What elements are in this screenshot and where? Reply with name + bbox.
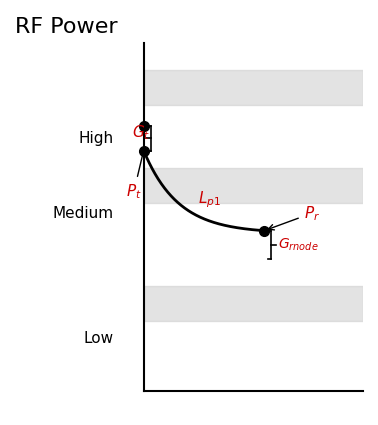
Text: $L_{p1}$: $L_{p1}$ xyxy=(198,189,222,210)
Bar xyxy=(144,71,363,105)
Bar xyxy=(144,286,363,321)
Text: Medium: Medium xyxy=(52,206,113,221)
Text: High: High xyxy=(78,131,113,146)
Bar xyxy=(144,168,363,203)
Text: Low: Low xyxy=(83,331,113,346)
Text: $G_t$: $G_t$ xyxy=(132,124,150,142)
Text: $P_r$: $P_r$ xyxy=(268,204,320,230)
Text: $G_{rnode}$: $G_{rnode}$ xyxy=(279,236,319,253)
Text: $P_t$: $P_t$ xyxy=(126,153,143,201)
Text: RF Power: RF Power xyxy=(15,17,118,37)
